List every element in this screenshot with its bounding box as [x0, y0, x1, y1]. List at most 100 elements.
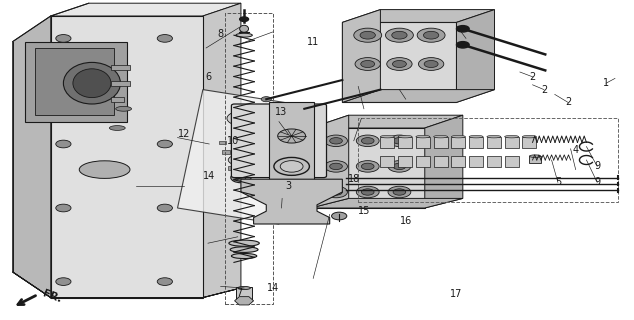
Text: 9: 9 [594, 161, 600, 172]
Text: 13: 13 [275, 107, 288, 117]
Text: 14: 14 [266, 283, 279, 293]
Circle shape [356, 161, 379, 172]
Circle shape [361, 138, 374, 144]
Ellipse shape [469, 135, 483, 138]
Text: 3: 3 [285, 180, 292, 191]
Bar [416, 137, 430, 148]
Circle shape [361, 163, 374, 170]
Polygon shape [456, 10, 495, 102]
Text: 15: 15 [358, 206, 370, 216]
Circle shape [325, 186, 347, 198]
Text: 16: 16 [399, 216, 412, 226]
Circle shape [332, 212, 347, 220]
Polygon shape [241, 179, 342, 224]
Text: 8: 8 [217, 28, 224, 39]
Ellipse shape [416, 135, 430, 138]
Circle shape [157, 35, 172, 42]
Circle shape [356, 186, 379, 198]
Bar [219, 141, 226, 144]
Bar [522, 137, 536, 148]
Bar [505, 137, 519, 148]
Circle shape [393, 138, 406, 144]
Circle shape [330, 163, 342, 170]
Bar [111, 81, 130, 86]
Bar [269, 102, 314, 198]
Text: 12: 12 [178, 129, 190, 140]
Ellipse shape [451, 135, 465, 138]
Circle shape [393, 189, 406, 195]
Circle shape [56, 35, 71, 42]
Bar [380, 137, 394, 148]
Text: FR.: FR. [41, 288, 63, 304]
Ellipse shape [116, 106, 132, 111]
Polygon shape [235, 297, 254, 305]
Circle shape [356, 135, 379, 147]
Circle shape [392, 60, 406, 68]
Circle shape [330, 189, 342, 195]
Circle shape [56, 204, 71, 212]
Circle shape [325, 161, 347, 172]
Ellipse shape [79, 161, 130, 179]
Ellipse shape [380, 135, 394, 138]
Text: 5: 5 [555, 177, 561, 188]
Circle shape [387, 58, 412, 70]
Bar [111, 65, 130, 70]
Circle shape [278, 129, 306, 143]
Circle shape [280, 161, 303, 172]
Text: 2: 2 [529, 72, 536, 82]
Text: 1: 1 [603, 78, 609, 88]
Ellipse shape [238, 286, 250, 290]
Circle shape [355, 58, 380, 70]
Bar [25, 42, 127, 122]
Circle shape [261, 97, 271, 102]
Circle shape [361, 60, 375, 68]
Polygon shape [342, 90, 495, 102]
Bar [35, 48, 114, 115]
FancyBboxPatch shape [231, 104, 327, 178]
Ellipse shape [109, 125, 125, 131]
Circle shape [456, 26, 469, 32]
Bar [235, 176, 242, 179]
Ellipse shape [505, 135, 519, 138]
Circle shape [157, 278, 172, 285]
Text: 14: 14 [203, 171, 216, 181]
Polygon shape [203, 3, 241, 298]
Bar [416, 156, 430, 167]
Text: 2: 2 [565, 97, 571, 108]
Ellipse shape [236, 33, 252, 37]
Polygon shape [311, 115, 463, 128]
Circle shape [424, 31, 439, 39]
Polygon shape [342, 22, 456, 102]
Ellipse shape [73, 69, 111, 98]
Text: 7: 7 [236, 288, 243, 298]
Ellipse shape [434, 135, 448, 138]
Bar [529, 156, 541, 163]
Circle shape [330, 138, 342, 144]
Circle shape [325, 135, 347, 147]
Bar [434, 156, 448, 167]
Text: 10: 10 [227, 136, 240, 146]
Bar [434, 137, 448, 148]
Ellipse shape [398, 135, 412, 138]
Bar [111, 97, 124, 102]
Bar [358, 118, 618, 202]
Circle shape [231, 172, 251, 183]
Circle shape [240, 17, 249, 21]
Bar [380, 156, 394, 167]
Bar [487, 156, 501, 167]
Circle shape [424, 60, 438, 68]
Polygon shape [342, 10, 380, 102]
Ellipse shape [231, 253, 257, 259]
Polygon shape [425, 115, 463, 208]
Circle shape [157, 140, 172, 148]
Bar [398, 156, 412, 167]
Circle shape [157, 204, 172, 212]
Circle shape [393, 163, 406, 170]
Polygon shape [311, 115, 349, 208]
Ellipse shape [229, 240, 259, 246]
Circle shape [299, 106, 309, 111]
Polygon shape [13, 272, 241, 298]
Bar [487, 137, 501, 148]
Text: 9: 9 [594, 177, 600, 188]
Ellipse shape [63, 62, 120, 104]
